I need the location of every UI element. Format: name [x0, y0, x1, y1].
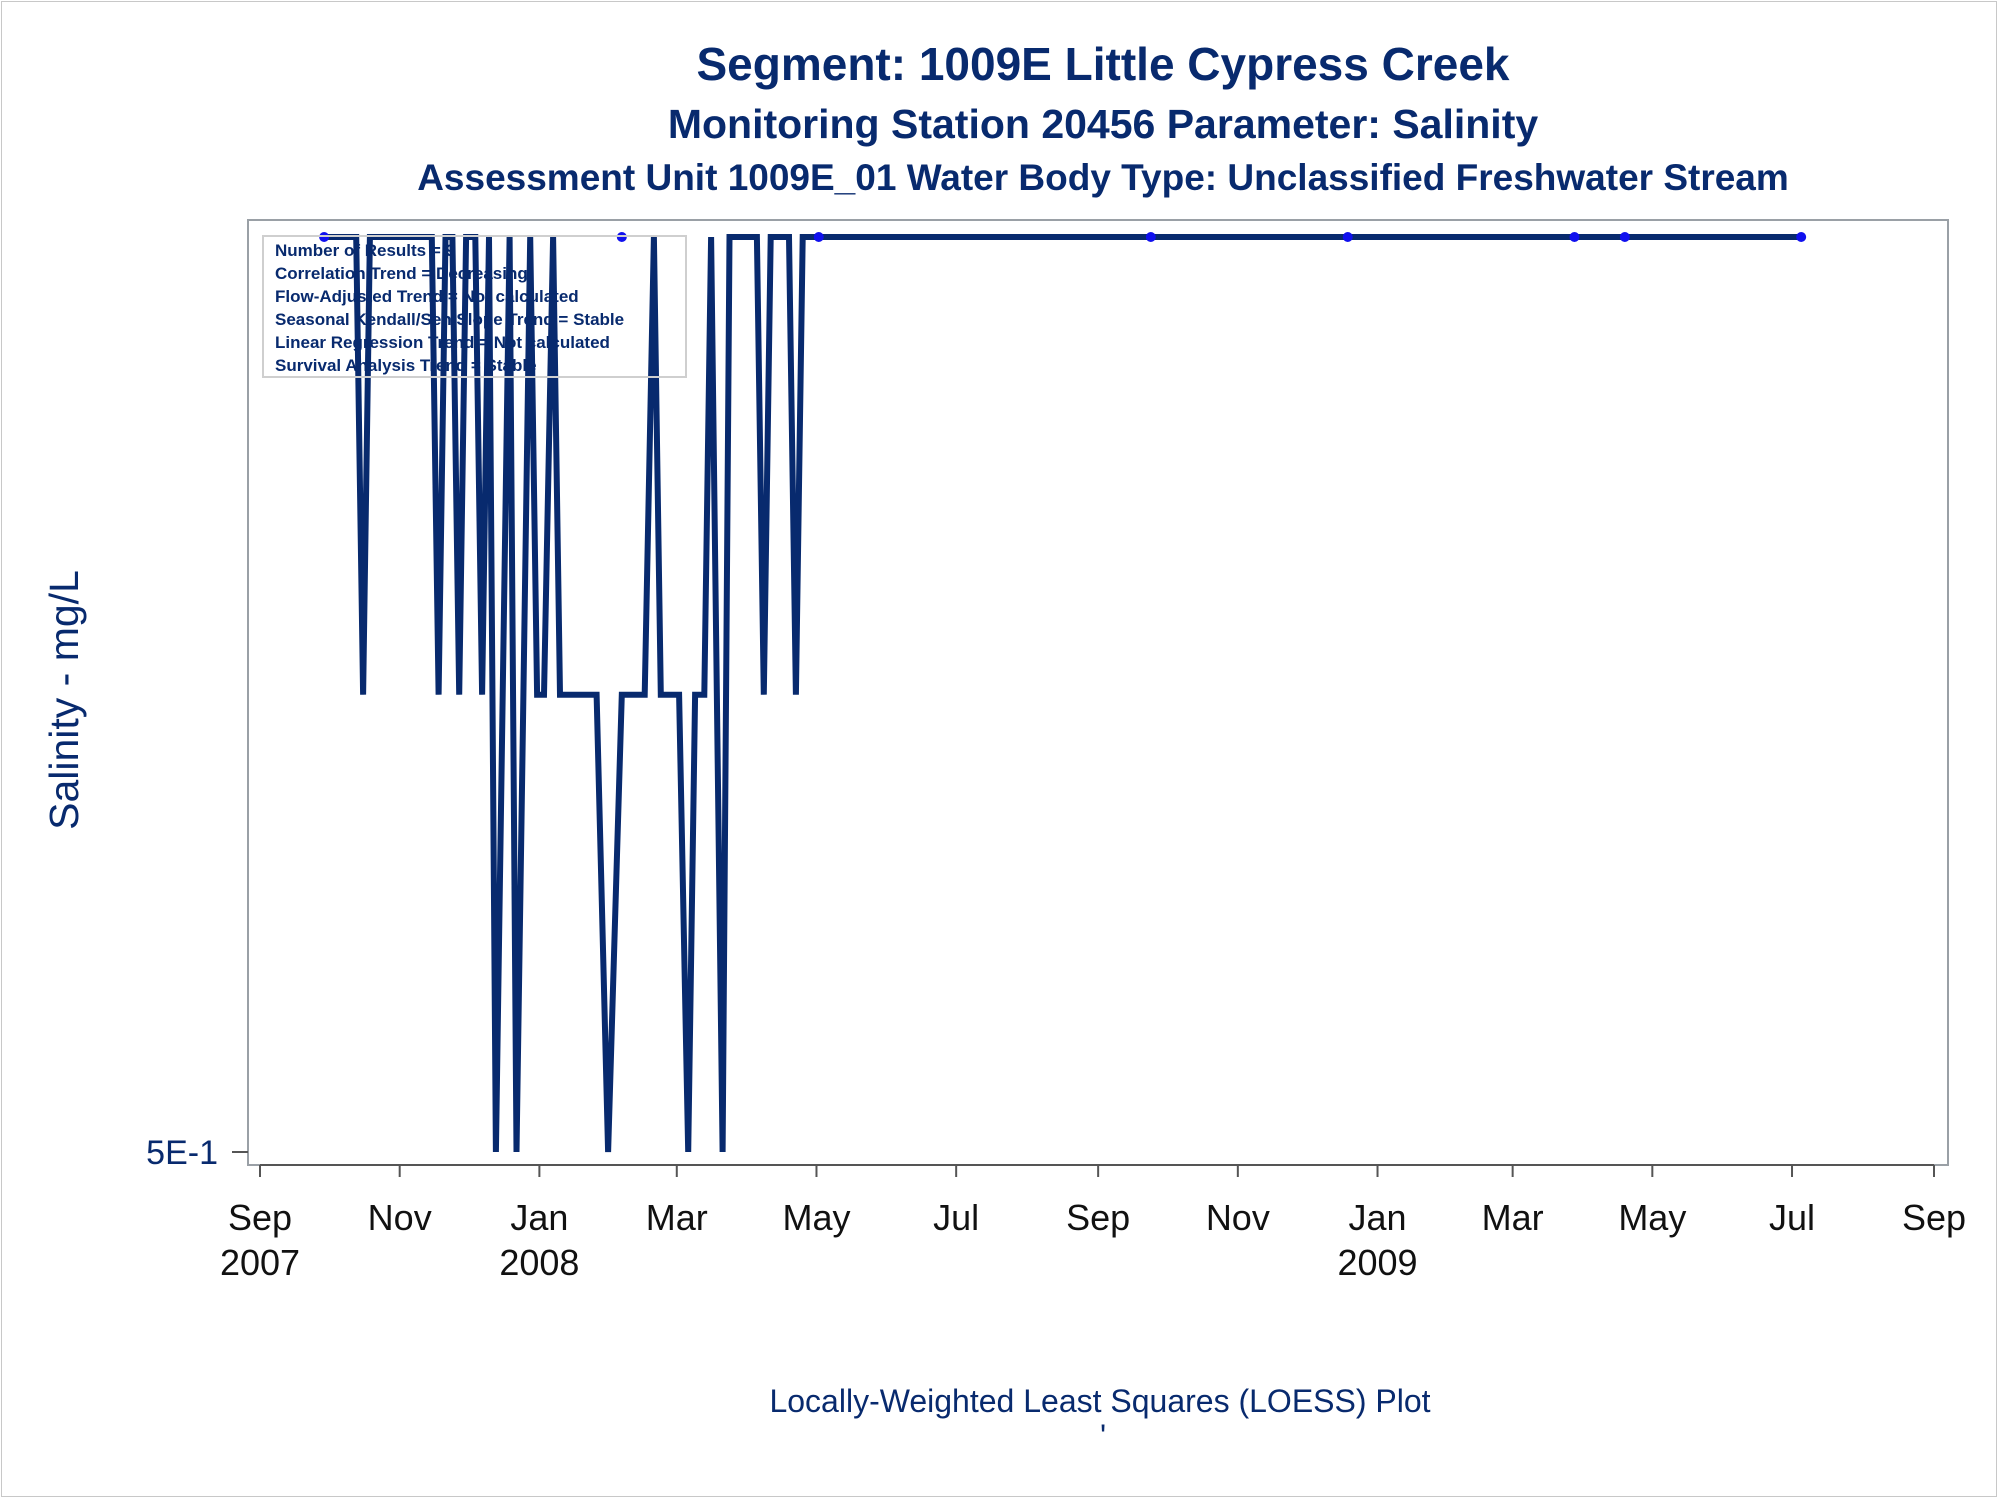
stats-line: Seasonal Kendall/Sen Slope Trend = Stabl…	[275, 310, 624, 329]
stats-line: Survival Analysis Trend = Stable	[275, 356, 537, 375]
footnote-mark: '	[1100, 1418, 1106, 1454]
x-tick-label: Jan	[1349, 1197, 1407, 1238]
x-tick-label: Sep	[1066, 1197, 1130, 1238]
series-layer	[319, 232, 1807, 1153]
x-tick-label: Jul	[933, 1197, 979, 1238]
stats-line: Flow-Adjusted Trend = Not calculated	[275, 287, 579, 306]
y-axis-label: Salinity - mg/L	[41, 570, 87, 830]
stats-box: Number of Results = 9 Correlation Trend =…	[262, 235, 687, 378]
stats-box-border	[262, 235, 687, 378]
x-tick-label: Sep	[228, 1197, 292, 1238]
x-tick-label: May	[1618, 1197, 1686, 1238]
y-axis: 5E-1	[146, 1134, 248, 1172]
x-tick-year-label: 2007	[220, 1242, 300, 1283]
data-point	[1342, 232, 1353, 242]
stats-line: Number of Results = 9	[275, 241, 455, 260]
x-tick-label: Nov	[368, 1197, 432, 1238]
stats-line: Linear Regression Trend = Not calculated	[275, 333, 610, 352]
x-tick-label: May	[782, 1197, 850, 1238]
x-tick-label: Jul	[1769, 1197, 1815, 1238]
data-point	[1619, 232, 1630, 242]
chart-subtitle-2: Assessment Unit 1009E_01 Water Body Type…	[417, 157, 1789, 198]
data-point	[813, 232, 824, 242]
x-tick-label: Jan	[510, 1197, 568, 1238]
chart-subtitle: Monitoring Station 20456 Parameter: Sali…	[668, 101, 1539, 147]
x-tick-label: Mar	[1482, 1197, 1544, 1238]
data-point	[1569, 232, 1580, 242]
footnote: Locally-Weighted Least Squares (LOESS) P…	[769, 1383, 1430, 1419]
x-tick-year-label: 2008	[499, 1242, 579, 1283]
x-tick-year-label: 2009	[1337, 1242, 1417, 1283]
data-point	[1145, 232, 1156, 242]
chart-title: Segment: 1009E Little Cypress Creek	[696, 38, 1509, 90]
stats-line: Correlation Trend = Decreasing	[275, 264, 528, 283]
x-tick-label: Mar	[646, 1197, 708, 1238]
data-point	[1796, 232, 1807, 242]
x-tick-label: Sep	[1902, 1197, 1966, 1238]
x-tick-label: Nov	[1206, 1197, 1270, 1238]
y-tick-label: 5E-1	[146, 1134, 218, 1172]
loess-line	[324, 234, 1802, 1153]
